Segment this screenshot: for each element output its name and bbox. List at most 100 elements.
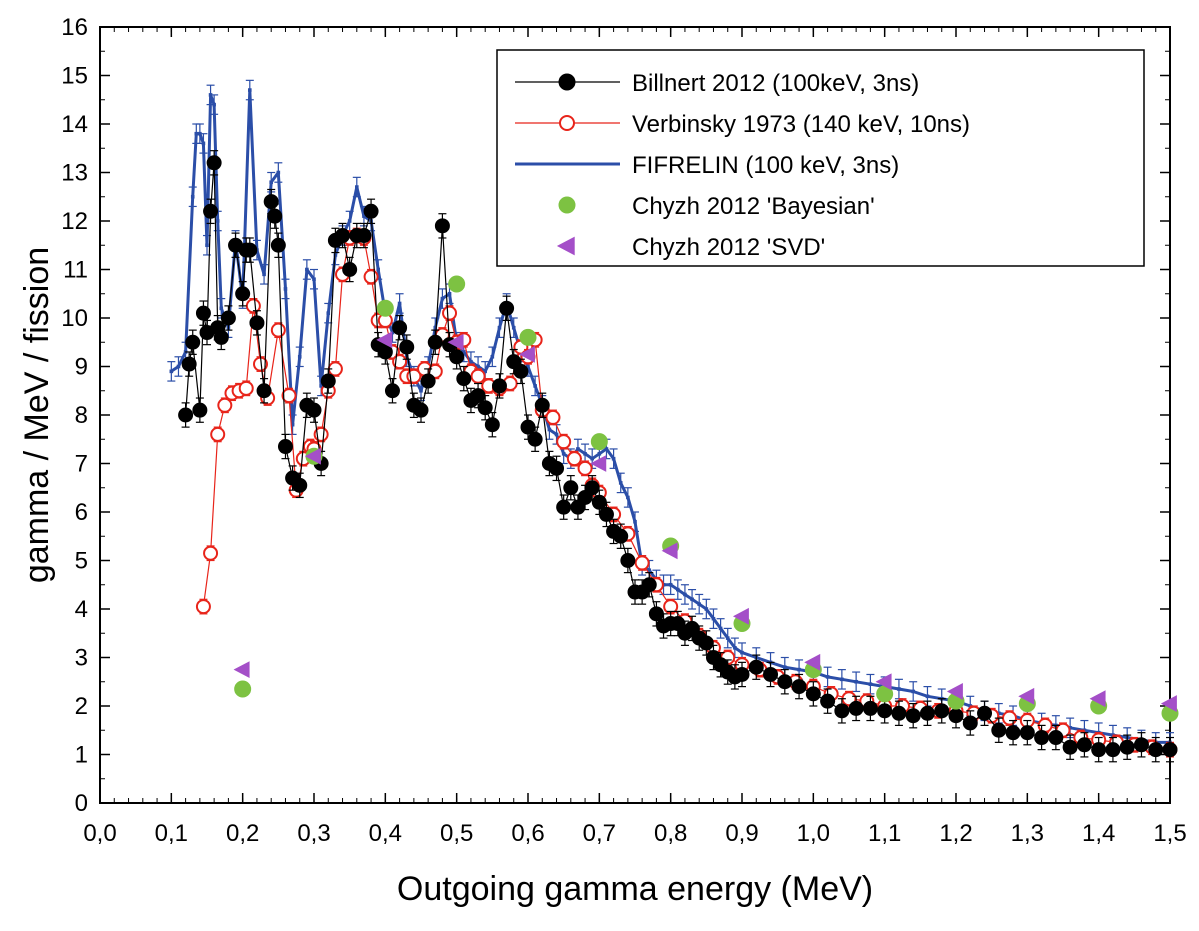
data-point	[433, 325, 438, 330]
data-point	[877, 703, 893, 719]
data-point	[561, 452, 566, 456]
legend: Billnert 2012 (100keV, 3ns) Verbinsky 197…	[496, 49, 1145, 267]
data-point	[319, 384, 323, 388]
data-point	[203, 545, 219, 561]
y-axis-title: gamma / MeV / fission	[18, 247, 56, 583]
x-tick-label: 0,8	[654, 820, 687, 847]
data-point	[384, 383, 400, 399]
data-point	[590, 456, 594, 461]
series-0	[178, 150, 1178, 763]
data-point	[558, 73, 576, 91]
data-point	[740, 650, 744, 655]
data-point	[840, 677, 844, 682]
data-point	[558, 196, 576, 214]
data-point	[219, 306, 224, 311]
data-point	[563, 480, 579, 496]
y-tick-label: 7	[75, 451, 88, 478]
data-point	[362, 214, 366, 218]
x-tick-label: 0,6	[511, 820, 544, 847]
data-point	[434, 218, 450, 234]
data-point	[620, 553, 636, 568]
legend-items: Billnert 2012 (100keV, 3ns) Verbinsky 197…	[515, 70, 970, 261]
data-point	[698, 635, 714, 651]
data-point	[292, 477, 308, 493]
data-point	[862, 700, 878, 716]
data-point	[220, 310, 236, 326]
y-tick-label: 15	[61, 63, 88, 90]
legend-item: Chyzh 2012 'SVD'	[556, 234, 825, 261]
data-point	[804, 653, 821, 671]
data-point	[469, 359, 473, 364]
data-point	[306, 402, 322, 418]
axis-ticks	[99, 26, 1171, 804]
data-point	[534, 397, 550, 413]
data-point	[233, 661, 250, 679]
data-point	[234, 680, 252, 698]
data-point	[590, 455, 607, 472]
legend-label: Chyzh 2012 'Bayesian'	[632, 193, 875, 220]
data-point	[668, 582, 673, 587]
data-point	[576, 447, 580, 451]
x-tick-label: 1,1	[868, 820, 901, 847]
data-point	[440, 296, 445, 301]
data-point	[483, 369, 487, 374]
data-point	[1105, 742, 1121, 758]
x-tick-label: 0,5	[440, 820, 473, 847]
x-tick-label: 0,0	[83, 820, 116, 847]
data-point	[297, 355, 302, 359]
data-point	[304, 447, 321, 465]
data-point	[1076, 737, 1092, 753]
data-point	[559, 115, 575, 131]
data-point	[1002, 710, 1017, 726]
data-point	[634, 555, 650, 571]
data-point	[195, 305, 211, 321]
y-tick-label: 8	[75, 402, 88, 429]
data-point	[1018, 687, 1035, 705]
data-point	[456, 371, 472, 387]
x-tick-label: 0,3	[297, 820, 330, 847]
data-point	[470, 368, 486, 384]
data-point	[190, 194, 195, 199]
data-point	[290, 422, 295, 427]
data-point	[897, 687, 901, 691]
data-point	[641, 577, 657, 593]
y-tick-label: 6	[75, 499, 88, 526]
data-point	[518, 345, 535, 363]
data-point	[526, 364, 530, 369]
data-point	[977, 705, 993, 721]
x-tick-label: 0,9	[725, 820, 758, 847]
legend-label: Verbinsky 1973 (140 keV, 10ns)	[632, 111, 970, 138]
data-point	[733, 646, 737, 650]
data-point	[392, 320, 408, 336]
data-point	[205, 243, 209, 248]
data-point	[697, 602, 701, 606]
data-point	[598, 506, 614, 522]
data-point	[533, 384, 537, 388]
data-point	[399, 339, 415, 355]
data-point	[326, 311, 331, 315]
data-point	[647, 568, 652, 572]
data-point	[169, 369, 174, 374]
data-point	[911, 689, 915, 694]
y-tick-label: 14	[61, 111, 88, 138]
data-point	[281, 388, 297, 404]
data-point	[1160, 695, 1177, 713]
data-point	[305, 267, 309, 272]
data-point	[848, 700, 864, 716]
data-point	[725, 636, 730, 640]
data-point	[948, 708, 964, 724]
data-point	[997, 711, 1001, 716]
data-point	[242, 242, 258, 258]
data-point	[490, 355, 495, 359]
x-tick-label: 0,4	[369, 820, 402, 847]
data-point	[499, 300, 515, 316]
data-point	[618, 481, 623, 485]
data-point	[335, 228, 351, 244]
data-point	[946, 683, 963, 700]
data-point	[262, 272, 266, 277]
data-point	[462, 350, 466, 354]
data-point	[797, 667, 801, 672]
legend-item: FIFRELIN (100 keV, 3ns)	[515, 152, 899, 179]
